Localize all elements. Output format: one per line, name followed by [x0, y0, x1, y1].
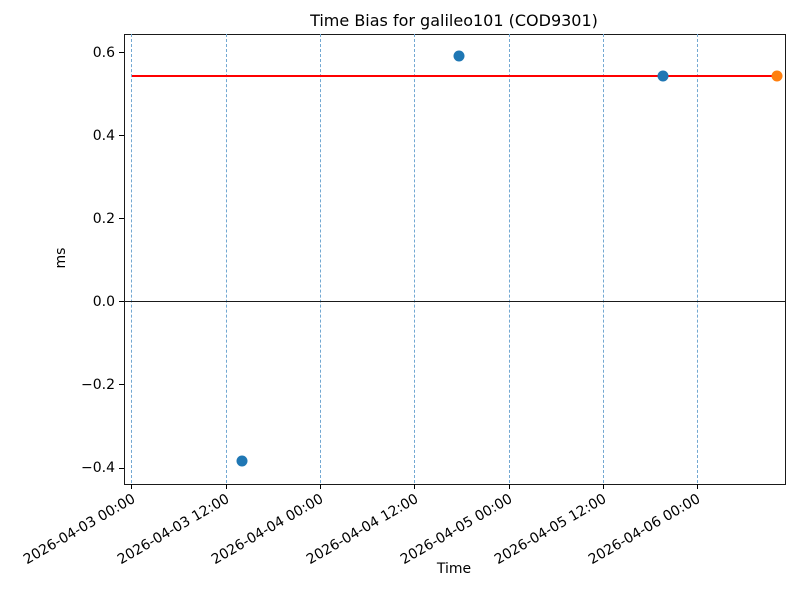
x-tick-mark: [414, 484, 416, 489]
x-gridline: [697, 34, 699, 483]
x-gridline: [508, 34, 510, 483]
x-gridline: [319, 34, 321, 483]
x-gridline: [602, 34, 604, 483]
y-tick-label: −0.2: [81, 376, 115, 393]
data-point-observed-bias: [657, 70, 669, 82]
x-tick-mark: [131, 484, 133, 489]
y-tick-label: 0.0: [92, 293, 115, 310]
y-tick-mark: [119, 467, 124, 469]
bias-fit-line: [131, 74, 777, 77]
x-tick-mark: [225, 484, 227, 489]
y-tick-label: −0.4: [81, 460, 115, 477]
y-tick-mark: [119, 301, 124, 303]
y-tick-mark: [119, 218, 124, 220]
y-tick-label: 0.6: [92, 44, 115, 61]
x-tick-mark: [697, 484, 699, 489]
y-tick-mark: [119, 135, 124, 137]
y-tick-label: 0.4: [92, 127, 115, 144]
y-axis-label: ms: [53, 247, 69, 269]
data-point-observed-bias: [453, 50, 465, 62]
y-tick-label: 0.2: [92, 210, 115, 227]
x-gridline: [131, 34, 133, 483]
x-axis-label: Time: [436, 561, 472, 577]
x-gridline: [414, 34, 416, 483]
data-point-latest-bias: [771, 70, 783, 82]
x-tick-mark: [319, 484, 321, 489]
data-point-observed-bias: [236, 455, 248, 467]
y-tick-mark: [119, 52, 124, 54]
y-tick-mark: [119, 384, 124, 386]
x-gridline: [225, 34, 227, 483]
zero-line: [125, 301, 785, 303]
chart-title: Time Bias for galileo101 (COD9301): [310, 11, 598, 30]
x-tick-mark: [508, 484, 510, 489]
x-tick-mark: [602, 484, 604, 489]
plot-area: [124, 34, 786, 485]
